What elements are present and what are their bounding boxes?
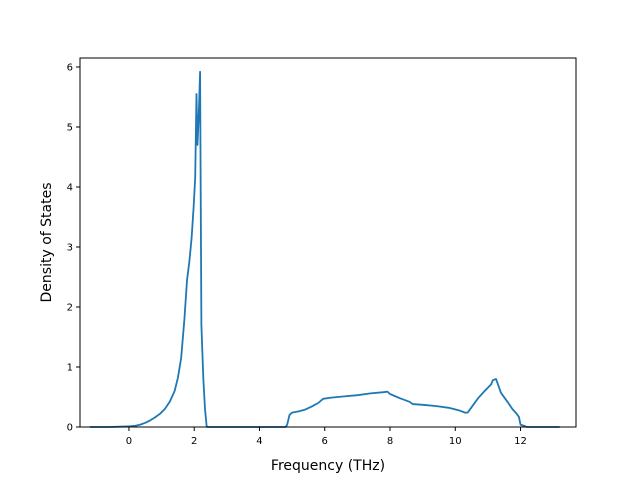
series-line: [89, 70, 560, 428]
y-tick-label: 5: [67, 123, 73, 134]
x-axis-title: Frequency (THz): [271, 458, 385, 474]
y-axis: 0 1 2 3 4 5 6: [67, 63, 80, 434]
axes-frame: [79, 57, 577, 428]
y-tick-label: 0: [67, 423, 73, 434]
x-tick-label: 4: [256, 436, 262, 447]
plot-area: [79, 57, 577, 428]
x-tick-label: 8: [387, 436, 393, 447]
y-tick-label: 1: [67, 363, 73, 374]
y-axis-title: Density of States: [39, 183, 55, 303]
x-tick-label: 0: [126, 436, 132, 447]
x-tick-label: 6: [322, 436, 328, 447]
x-axis: 0 2 4 6 8 10 12: [126, 427, 527, 447]
x-tick-label: 12: [514, 436, 527, 447]
x-tick-label: 10: [449, 436, 462, 447]
y-tick-label: 2: [67, 303, 73, 314]
y-tick-label: 3: [67, 243, 73, 254]
y-tick-label: 6: [67, 63, 73, 74]
x-tick-label: 2: [191, 436, 197, 447]
y-tick-label: 4: [67, 183, 73, 194]
